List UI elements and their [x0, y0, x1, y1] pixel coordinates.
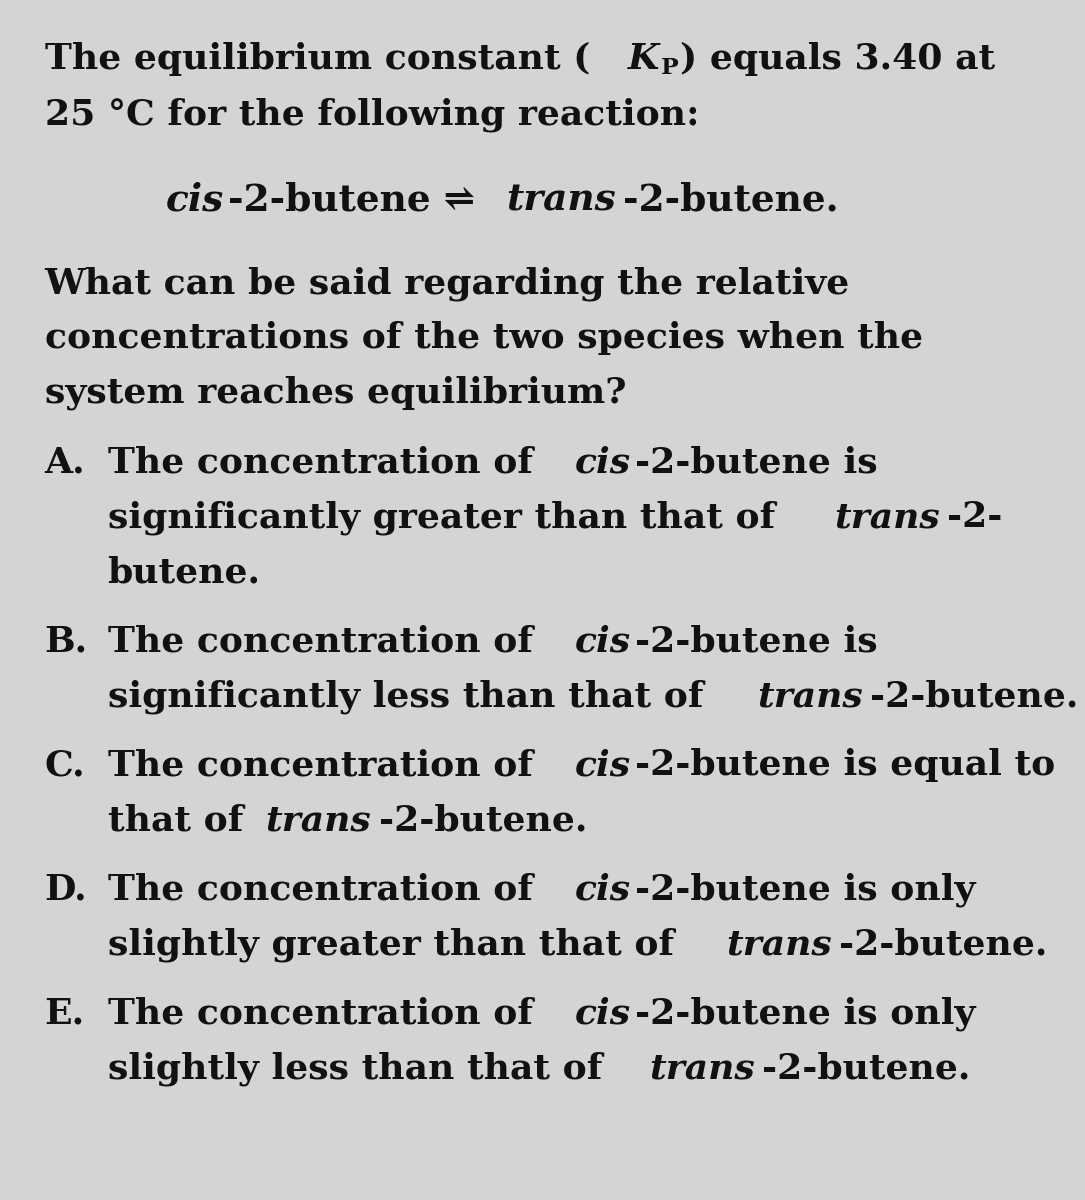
Text: system reaches equilibrium?: system reaches equilibrium?: [44, 376, 626, 410]
Text: trans: trans: [266, 803, 371, 838]
Text: -2-butene is only: -2-butene is only: [635, 996, 975, 1031]
Text: cis: cis: [575, 749, 631, 782]
Text: cis: cis: [166, 181, 225, 218]
Text: cis: cis: [575, 445, 631, 480]
Text: -2-butene.: -2-butene.: [839, 928, 1047, 961]
Text: K: K: [627, 42, 659, 77]
Text: -2-butene is: -2-butene is: [635, 445, 878, 480]
Text: 25 °C for the following reaction:: 25 °C for the following reaction:: [44, 97, 699, 132]
Text: -2-butene ⇌: -2-butene ⇌: [228, 181, 488, 218]
Text: The concentration of: The concentration of: [107, 749, 545, 782]
Text: concentrations of the two species when the: concentrations of the two species when t…: [44, 322, 922, 355]
Text: ) equals 3.40 at: ) equals 3.40 at: [680, 42, 995, 77]
Text: -2-butene.: -2-butene.: [623, 181, 839, 218]
Text: butene.: butene.: [107, 556, 260, 589]
Text: trans: trans: [726, 928, 832, 961]
Text: What can be said regarding the relative: What can be said regarding the relative: [44, 266, 850, 301]
Text: The concentration of: The concentration of: [107, 624, 545, 659]
Text: -2-butene.: -2-butene.: [379, 803, 587, 838]
Text: -2-: -2-: [947, 500, 1003, 534]
Text: trans: trans: [506, 181, 616, 218]
Text: -2-butene is equal to: -2-butene is equal to: [635, 749, 1056, 782]
Text: trans: trans: [757, 679, 864, 713]
Text: -2-butene is: -2-butene is: [635, 624, 878, 659]
Text: The concentration of: The concentration of: [107, 872, 545, 906]
Text: slightly less than that of: slightly less than that of: [107, 1051, 614, 1086]
Text: C.: C.: [44, 749, 86, 782]
Text: The concentration of: The concentration of: [107, 445, 545, 480]
Text: The equilibrium constant (: The equilibrium constant (: [44, 42, 590, 77]
Text: P: P: [661, 56, 679, 79]
Text: trans: trans: [649, 1051, 755, 1085]
Text: cis: cis: [575, 624, 631, 659]
Text: that of: that of: [107, 803, 255, 838]
Text: -2-butene.: -2-butene.: [870, 679, 1078, 713]
Text: trans: trans: [834, 500, 940, 534]
Text: slightly greater than that of: slightly greater than that of: [107, 928, 686, 961]
Text: D.: D.: [44, 872, 87, 906]
Text: E.: E.: [44, 996, 85, 1031]
Text: The concentration of: The concentration of: [107, 996, 545, 1031]
Text: cis: cis: [575, 872, 631, 906]
Text: significantly less than that of: significantly less than that of: [107, 679, 716, 714]
Text: cis: cis: [575, 996, 631, 1031]
Text: significantly greater than that of: significantly greater than that of: [107, 500, 788, 535]
Text: -2-butene is only: -2-butene is only: [635, 872, 975, 907]
Text: A.: A.: [44, 445, 86, 480]
Text: -2-butene.: -2-butene.: [763, 1051, 971, 1085]
Text: B.: B.: [44, 624, 88, 659]
